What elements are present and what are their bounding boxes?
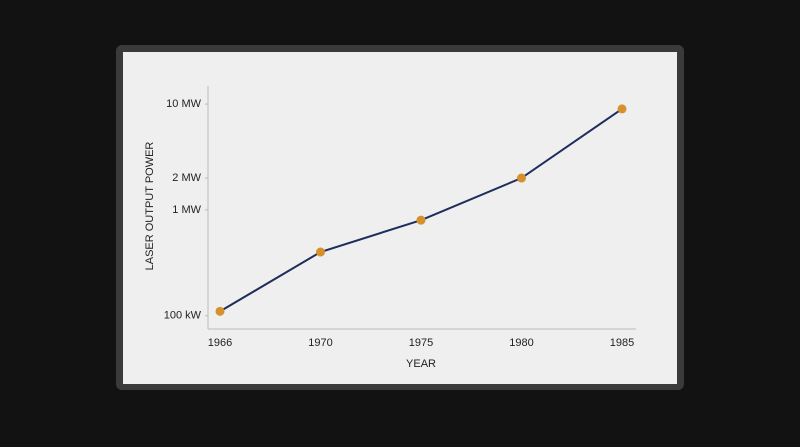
x-tick-label: 1966: [208, 337, 232, 349]
chart-panel: [123, 52, 677, 384]
x-tick-label: 1970: [308, 337, 332, 349]
y-tick-label: 2 MW: [172, 172, 201, 184]
point: [316, 247, 325, 257]
x-axis-title: YEAR: [406, 358, 436, 370]
y-tick-label: 100 kW: [164, 310, 202, 322]
x-tick-label: 1975: [409, 337, 433, 349]
point: [215, 306, 225, 316]
point: [517, 173, 526, 183]
point: [416, 215, 426, 225]
y-tick-label: 10 MW: [166, 98, 201, 110]
y-axis-title: LASER OUTPUT POWER: [144, 142, 156, 271]
x-tick-label: 1980: [509, 337, 533, 349]
y-tick-label: 1 MW: [172, 204, 201, 216]
point: [617, 104, 627, 114]
x-tick-label: 1985: [610, 337, 634, 349]
